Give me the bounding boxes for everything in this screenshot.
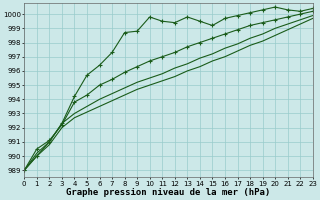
X-axis label: Graphe pression niveau de la mer (hPa): Graphe pression niveau de la mer (hPa) (66, 188, 271, 197)
